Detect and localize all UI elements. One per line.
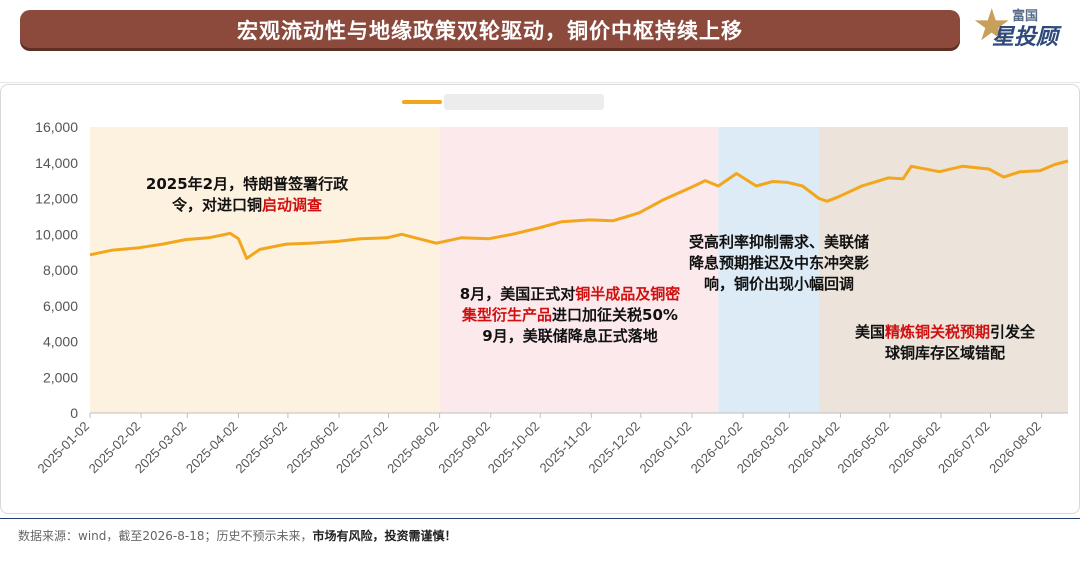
y-tick-label: 16,000 — [35, 119, 78, 135]
brand-logo: ★ 富国 星投顾 — [972, 2, 1077, 52]
x-tick-label: 2025-12-02 — [585, 419, 643, 477]
x-tick-label: 2025-11-02 — [537, 419, 594, 476]
annotation-pullback: 受高利率抑制需求、美联储 降息预期推迟及中东冲突影 响，铜价出现小幅回调 — [664, 232, 894, 295]
annotation-highlight: 精炼铜关税预期 — [884, 323, 990, 341]
shaded-period — [90, 127, 440, 413]
shaded-periods — [90, 127, 1068, 413]
x-axis: 2025-01-022025-02-022025-03-022025-04-02… — [34, 413, 1044, 477]
annotation-text: 9月，美联储降息正式落地 — [482, 327, 658, 345]
y-tick-label: 2,000 — [43, 369, 78, 385]
annotation-highlight: 集型衍生产品 — [462, 306, 553, 324]
y-tick-label: 12,000 — [35, 191, 78, 207]
x-tick-label: 2025-01-02 — [34, 419, 92, 477]
shaded-period — [818, 127, 1068, 413]
annotation-inventory-mismatch: 美国精炼铜关税预期引发全 球铜库存区域错配 — [830, 322, 1060, 364]
annotation-text: 降息预期推迟及中东冲突影 — [688, 254, 869, 272]
footer-note: 数据来源：wind，截至2026-8-18；历史不预示未来，市场有风险，投资需谨… — [18, 527, 457, 544]
x-tick-label: 2025-09-02 — [435, 419, 493, 477]
shaded-period — [439, 127, 719, 413]
divider — [0, 82, 1080, 83]
x-tick-label: 2025-10-02 — [485, 419, 543, 477]
x-tick-label: 2025-06-02 — [284, 419, 342, 477]
y-tick-label: 10,000 — [35, 226, 78, 242]
logo-line2: 星投顾 — [992, 25, 1059, 50]
annotation-tariff-imposed: 8月，美国正式对铜半成品及铜密 集型衍生产品进口加征关税50% 9月，美联储降息… — [420, 284, 720, 347]
annotation-highlight: 铜半成品及铜密 — [575, 285, 681, 303]
annotation-highlight: 启动调查 — [262, 196, 323, 214]
annotation-text: 美国 — [854, 323, 885, 341]
y-tick-label: 4,000 — [43, 334, 78, 350]
legend-label-obscured — [444, 94, 604, 110]
annotation-text: 进口加征关税50% — [552, 306, 678, 324]
x-tick-label: 2026-01-02 — [636, 419, 694, 477]
annotation-tariff-probe: 2025年2月，特朗普签署行政 令，对进口铜启动调查 — [112, 174, 382, 216]
star-logo-icon: ★ — [972, 0, 1012, 51]
x-tick-label: 2025-04-02 — [183, 419, 241, 477]
x-tick-label: 2026-08-02 — [986, 419, 1044, 477]
footer-divider — [0, 518, 1080, 519]
x-tick-label: 2025-05-02 — [232, 419, 290, 477]
y-tick-label: 0 — [70, 405, 78, 421]
x-tick-label: 2026-05-02 — [834, 419, 892, 477]
annotation-text: 8月，美国正式对 — [459, 285, 576, 303]
x-tick-label: 2025-08-02 — [384, 419, 442, 477]
y-tick-label: 8,000 — [43, 262, 78, 278]
footer-source: 数据来源：wind，截至2026-8-18；历史不预示未来， — [18, 529, 313, 543]
y-tick-label: 14,000 — [35, 155, 78, 171]
footer-risk: 市场有风险，投资需谨慎！ — [312, 529, 457, 543]
annotation-text: 2025年2月，特朗普签署行政 — [145, 175, 349, 193]
x-tick-label: 2025-07-02 — [333, 419, 391, 477]
title-banner: 宏观流动性与地缘政策双轮驱动，铜价中枢持续上移 — [20, 10, 960, 48]
price-series-line — [89, 159, 1069, 260]
legend-swatch — [402, 100, 442, 104]
y-tick-label: 6,000 — [43, 298, 78, 314]
x-tick-label: 2026-06-02 — [886, 419, 944, 477]
annotation-text: 响，铜价出现小幅回调 — [703, 275, 854, 293]
x-tick-label: 2026-07-02 — [935, 419, 993, 477]
annotation-text: 令，对进口铜 — [171, 196, 262, 214]
legend — [402, 92, 607, 112]
annotation-text: 引发全 — [990, 323, 1036, 341]
y-axis: 0 2,000 4,000 6,000 8,000 10,000 12,000 14,000 1… — [35, 119, 1068, 421]
annotation-text: 受高利率抑制需求、美联储 — [688, 233, 869, 251]
page-title: 宏观流动性与地缘政策双轮驱动，铜价中枢持续上移 — [237, 19, 743, 43]
annotation-text: 球铜库存区域错配 — [884, 344, 1005, 362]
logo-line1: 富国 — [1012, 9, 1039, 24]
x-tick-label: 2026-04-02 — [785, 419, 843, 477]
